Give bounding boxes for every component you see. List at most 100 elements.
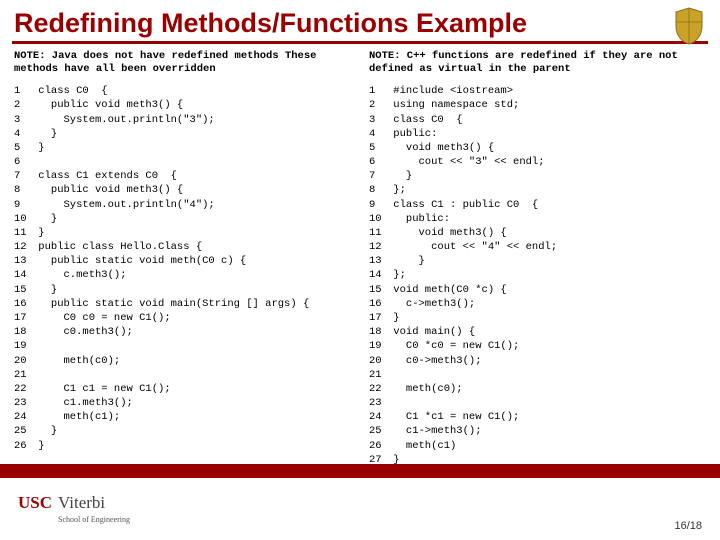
- code-text: cout << "3" << endl;: [387, 156, 545, 168]
- code-line: 2 public void meth3() {: [14, 98, 351, 112]
- code-text: public void meth3() {: [32, 184, 183, 196]
- line-number: 13: [369, 254, 387, 268]
- code-text: meth(c1): [387, 440, 456, 452]
- line-number: 22: [369, 382, 387, 396]
- line-number: 17: [14, 311, 32, 325]
- code-text: }: [387, 312, 400, 324]
- code-line: 21: [369, 368, 706, 382]
- code-line: 1 class C0 {: [14, 84, 351, 98]
- usc-wordmark: USC: [18, 493, 52, 513]
- code-line: 13 }: [369, 254, 706, 268]
- code-line: 23: [369, 396, 706, 410]
- school-label: School of Engineering: [58, 515, 130, 524]
- code-line: 6 cout << "3" << endl;: [369, 155, 706, 169]
- code-line: 14 c.meth3();: [14, 268, 351, 282]
- code-text: }: [32, 142, 45, 154]
- line-number: 18: [369, 325, 387, 339]
- line-number: 6: [369, 155, 387, 169]
- line-number: 17: [369, 311, 387, 325]
- line-number: 8: [369, 183, 387, 197]
- code-text: };: [387, 184, 406, 196]
- line-number: 3: [369, 113, 387, 127]
- line-number: 12: [369, 240, 387, 254]
- right-note: NOTE: C++ functions are redefined if the…: [369, 50, 706, 76]
- code-line: 15 void meth(C0 *c) {: [369, 283, 706, 297]
- code-line: 3 class C0 {: [369, 113, 706, 127]
- code-line: 18 void main() {: [369, 325, 706, 339]
- viterbi-wordmark: Viterbi: [58, 493, 130, 513]
- line-number: 9: [369, 198, 387, 212]
- line-number: 7: [14, 169, 32, 183]
- code-text: public class Hello.Class {: [32, 241, 202, 253]
- shield-icon: [672, 6, 706, 46]
- line-number: 9: [14, 198, 32, 212]
- code-line: 12 public class Hello.Class {: [14, 240, 351, 254]
- code-line: 14 };: [369, 268, 706, 282]
- line-number: 19: [369, 339, 387, 353]
- code-line: 7 class C1 extends C0 {: [14, 169, 351, 183]
- line-number: 22: [14, 382, 32, 396]
- line-number: 2: [14, 98, 32, 112]
- code-text: [32, 340, 38, 352]
- code-text: c0.meth3();: [32, 326, 133, 338]
- line-number: 7: [369, 169, 387, 183]
- line-number: 1: [14, 84, 32, 98]
- code-text: }: [387, 255, 425, 267]
- line-number: 13: [14, 254, 32, 268]
- code-line: 16 c->meth3();: [369, 297, 706, 311]
- line-number: 12: [14, 240, 32, 254]
- line-number: 2: [369, 98, 387, 112]
- code-text: c->meth3();: [387, 298, 475, 310]
- code-line: 22 meth(c0);: [369, 382, 706, 396]
- code-text: C0 *c0 = new C1();: [387, 340, 519, 352]
- code-text: meth(c1);: [32, 411, 120, 423]
- code-line: 4 }: [14, 127, 351, 141]
- code-line: 11 void meth3() {: [369, 226, 706, 240]
- code-line: 12 cout << "4" << endl;: [369, 240, 706, 254]
- code-text: }: [32, 440, 45, 452]
- code-line: 26 }: [14, 439, 351, 453]
- line-number: 10: [369, 212, 387, 226]
- line-number: 20: [14, 354, 32, 368]
- line-number: 11: [14, 226, 32, 240]
- code-text: void main() {: [387, 326, 475, 338]
- title-underline: [12, 41, 708, 44]
- code-line: 3 System.out.println("3");: [14, 113, 351, 127]
- line-number: 14: [14, 268, 32, 282]
- code-text: [387, 397, 393, 409]
- code-text: c.meth3();: [32, 269, 127, 281]
- line-number: 5: [369, 141, 387, 155]
- code-text: [32, 369, 38, 381]
- page-number: 16/18: [674, 520, 702, 532]
- code-text: using namespace std;: [387, 99, 519, 111]
- code-line: 17 }: [369, 311, 706, 325]
- code-line: 21: [14, 368, 351, 382]
- line-number: 26: [14, 439, 32, 453]
- code-text: #include <iostream>: [387, 85, 513, 97]
- footer-logo: USC Viterbi School of Engineering: [18, 493, 130, 524]
- line-number: 20: [369, 354, 387, 368]
- code-text: [387, 369, 393, 381]
- code-text: void meth3() {: [387, 142, 494, 154]
- line-number: 25: [369, 424, 387, 438]
- code-text: public:: [387, 128, 437, 140]
- line-number: 21: [369, 368, 387, 382]
- code-line: 24 C1 *c1 = new C1();: [369, 410, 706, 424]
- line-number: 15: [369, 283, 387, 297]
- code-line: 9 System.out.println("4");: [14, 198, 351, 212]
- code-text: void meth(C0 *c) {: [387, 284, 507, 296]
- code-line: 18 c0.meth3();: [14, 325, 351, 339]
- code-text: C1 *c1 = new C1();: [387, 411, 519, 423]
- code-line: 20 meth(c0);: [14, 354, 351, 368]
- code-line: 7 }: [369, 169, 706, 183]
- code-line: 17 C0 c0 = new C1();: [14, 311, 351, 325]
- line-number: 14: [369, 268, 387, 282]
- code-line: 23 c1.meth3();: [14, 396, 351, 410]
- line-number: 6: [14, 155, 32, 169]
- code-line: 20 c0->meth3();: [369, 354, 706, 368]
- code-text: c1.meth3();: [32, 397, 133, 409]
- code-line: 8 public void meth3() {: [14, 183, 351, 197]
- code-line: 22 C1 c1 = new C1();: [14, 382, 351, 396]
- line-number: 24: [14, 410, 32, 424]
- line-number: 4: [369, 127, 387, 141]
